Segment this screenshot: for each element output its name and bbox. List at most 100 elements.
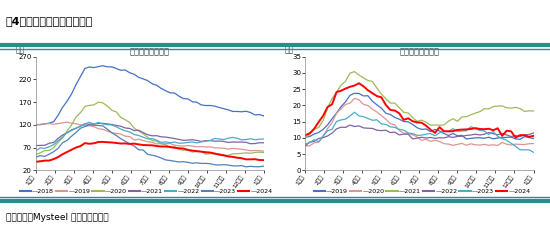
2019 — [302, 136, 309, 138]
2022 — [346, 124, 353, 126]
2019 — [175, 144, 182, 147]
2021 — [445, 120, 452, 123]
2024 — [445, 130, 452, 133]
2019 — [320, 128, 327, 131]
2021 — [51, 141, 57, 144]
Title: 中国铝锭社会库存: 中国铝锭社会库存 — [130, 47, 170, 56]
2023 — [517, 148, 524, 151]
2024 — [261, 159, 267, 161]
2023 — [387, 126, 394, 128]
2023 — [86, 123, 93, 126]
2018 — [149, 82, 156, 85]
2021 — [185, 139, 191, 141]
2023 — [144, 153, 151, 156]
2022 — [248, 137, 254, 140]
2024 — [51, 158, 57, 160]
2018 — [180, 97, 187, 100]
Line: 2018: 2018 — [36, 66, 264, 125]
2018 — [37, 123, 43, 126]
2024 — [454, 128, 461, 131]
2019 — [118, 133, 124, 136]
2021 — [261, 141, 267, 144]
2021 — [351, 70, 358, 73]
2024 — [100, 141, 106, 143]
2022 — [517, 135, 524, 138]
2020 — [414, 136, 420, 138]
2021 — [248, 142, 254, 145]
2018 — [162, 89, 169, 92]
2024 — [248, 158, 254, 161]
2022 — [454, 135, 461, 138]
2020 — [445, 143, 452, 146]
2024 — [185, 148, 191, 151]
2024 — [414, 121, 420, 124]
2021 — [454, 120, 461, 123]
2023 — [351, 111, 358, 114]
2019 — [185, 144, 191, 147]
2023 — [175, 160, 182, 163]
2023 — [320, 135, 327, 137]
Title: 中国铝棒社会库存: 中国铝棒社会库存 — [399, 47, 439, 56]
2019 — [248, 149, 254, 152]
2021 — [118, 125, 124, 128]
2021 — [517, 107, 524, 110]
2020 — [144, 136, 151, 139]
2024 — [512, 136, 519, 139]
2019 — [427, 130, 434, 133]
2021 — [387, 102, 394, 104]
2023 — [118, 137, 124, 140]
2019 — [32, 124, 39, 127]
Line: 2022: 2022 — [36, 122, 264, 151]
2019 — [454, 134, 461, 137]
2019 — [144, 141, 151, 143]
2020 — [351, 97, 358, 100]
2018 — [189, 100, 196, 103]
2019 — [351, 92, 358, 95]
2023 — [414, 134, 420, 137]
2018 — [100, 64, 106, 67]
2023 — [445, 130, 452, 133]
Text: 资料来源：Mysteel 新湖期货研究所: 资料来源：Mysteel 新湖期货研究所 — [6, 213, 108, 222]
2023 — [158, 157, 164, 159]
2023 — [51, 150, 57, 153]
Line: 2020: 2020 — [36, 102, 264, 155]
Line: 2021: 2021 — [305, 72, 534, 138]
Line: 2023: 2023 — [305, 112, 534, 152]
2020 — [261, 151, 267, 154]
Line: 2023: 2023 — [36, 125, 264, 167]
2019 — [387, 113, 394, 116]
2020 — [302, 145, 309, 147]
2024 — [118, 142, 124, 145]
2022 — [302, 145, 309, 147]
2024 — [356, 82, 362, 85]
2020 — [530, 142, 537, 145]
Line: 2022: 2022 — [305, 125, 534, 146]
2019 — [517, 138, 524, 141]
2018 — [55, 114, 62, 116]
2020 — [158, 143, 164, 145]
2022 — [387, 131, 394, 134]
2020 — [175, 148, 182, 151]
2020 — [185, 149, 191, 151]
2022 — [530, 132, 537, 134]
2023 — [185, 161, 191, 164]
2021 — [414, 120, 420, 123]
Legend: —2018, —2019, —2020, —2021, —2022, —2023, —2024: —2018, —2019, —2020, —2021, —2022, —2023… — [20, 189, 273, 194]
2019 — [51, 123, 57, 126]
2022 — [175, 142, 182, 145]
2018 — [122, 69, 129, 71]
2018 — [261, 115, 267, 117]
2020 — [32, 153, 39, 156]
2022 — [32, 150, 39, 152]
2019 — [261, 150, 267, 153]
Text: 图4：国内铝锭铝棒社会库存: 图4：国内铝锭铝棒社会库存 — [6, 16, 93, 26]
Text: 万吨: 万吨 — [15, 45, 24, 54]
2022 — [261, 138, 267, 140]
2019 — [414, 126, 420, 129]
2020 — [118, 116, 124, 119]
Text: 万吨: 万吨 — [285, 45, 294, 54]
2023 — [32, 156, 39, 158]
2024 — [387, 109, 394, 111]
2022 — [320, 136, 327, 139]
2024 — [427, 128, 434, 131]
